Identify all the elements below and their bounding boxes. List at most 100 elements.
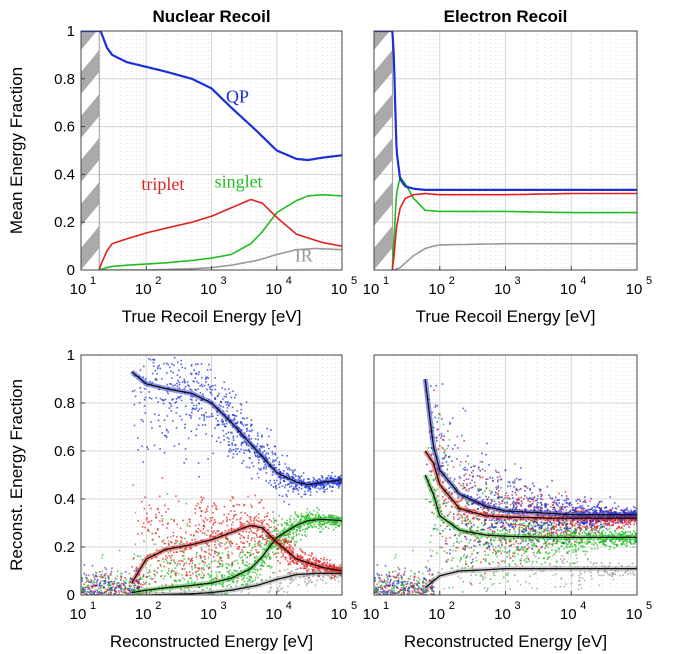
QP-line [81, 31, 342, 162]
low-energy-point [103, 592, 106, 594]
triplet-point [479, 506, 482, 509]
low-energy-point [118, 549, 121, 552]
low-energy-point [85, 593, 87, 595]
singlet-point [275, 547, 278, 550]
QP-point [152, 365, 155, 367]
triplet-point [141, 500, 143, 503]
singlet-point [298, 533, 300, 536]
triplet-point [553, 528, 555, 530]
singlet-point [316, 511, 319, 514]
triplet-point [283, 540, 285, 543]
QP-point [232, 448, 235, 451]
IR-point [181, 576, 184, 579]
IR-point [316, 579, 318, 582]
low-energy-point [110, 587, 112, 589]
QP-point [150, 421, 152, 423]
low-energy-point [129, 587, 132, 589]
QP-point [194, 363, 197, 366]
QP-point [219, 441, 222, 444]
triplet-point [181, 550, 184, 553]
singlet-point [523, 559, 525, 561]
triplet-point [221, 542, 223, 545]
singlet-point [478, 539, 480, 541]
singlet-point [218, 583, 220, 585]
triplet-point [597, 531, 600, 534]
IR-point [606, 570, 608, 573]
y-tick-label: 0 [67, 587, 75, 604]
grid [374, 355, 637, 595]
low-energy-point [82, 587, 85, 590]
triplet-point [315, 561, 317, 564]
QP-point [258, 459, 260, 461]
triplet-point [179, 536, 182, 538]
QP-point [236, 453, 238, 455]
singlet-point [188, 589, 190, 592]
triplet-point [247, 537, 249, 539]
triplet-point [301, 555, 304, 558]
QP-point [297, 493, 300, 495]
QP-point [252, 465, 255, 468]
low-energy-point [86, 586, 88, 589]
low-energy-point [103, 582, 105, 585]
singlet-point [529, 541, 532, 543]
singlet-point [313, 516, 315, 519]
singlet-point [319, 523, 321, 526]
singlet-point [494, 553, 497, 555]
triplet-point [254, 494, 257, 497]
singlet-point [183, 568, 186, 570]
triplet-point [235, 543, 238, 545]
singlet-point [563, 547, 566, 550]
singlet-point [485, 523, 487, 525]
QP-point [187, 384, 189, 386]
singlet-point [506, 532, 508, 535]
triplet-point [253, 537, 256, 540]
triplet-point [240, 541, 243, 543]
QP-point [225, 420, 227, 422]
IR-point [329, 576, 331, 579]
QP-point [317, 478, 320, 480]
singlet-point [247, 551, 249, 554]
y-tick-label: 1 [67, 347, 75, 364]
QP-point [256, 445, 258, 448]
triplet-point [168, 555, 171, 557]
IR-point [521, 564, 524, 567]
triplet-point [173, 551, 175, 554]
singlet-point [509, 538, 512, 541]
low-energy-point [110, 572, 112, 575]
singlet-point [460, 540, 463, 543]
low-energy-point [122, 591, 125, 594]
triplet-point [260, 519, 262, 522]
low-energy-point [91, 585, 94, 588]
singlet-point [439, 546, 441, 548]
QP-point [199, 391, 202, 394]
QP-point [229, 402, 232, 405]
QP-point [191, 411, 193, 414]
QP-point [191, 399, 193, 401]
QP-point [209, 392, 212, 394]
triplet-point [462, 547, 464, 550]
QP-point [337, 482, 339, 485]
QP-point [164, 398, 167, 401]
x-tick-label: 10 [70, 281, 87, 298]
triplet-point [183, 563, 186, 565]
triplet-point [578, 533, 581, 535]
singlet-point [257, 569, 259, 572]
QP-point [191, 407, 194, 410]
singlet-point [278, 515, 280, 517]
triplet-point [332, 565, 335, 568]
low-energy-point [106, 589, 108, 591]
triplet-point [204, 517, 207, 519]
QP-point [275, 487, 278, 490]
QP-point [177, 361, 179, 364]
low-energy-point [94, 585, 97, 588]
triplet-point [224, 547, 227, 550]
IR-point [196, 578, 199, 581]
singlet-point [219, 565, 221, 568]
triplet-point [258, 521, 260, 523]
IR-point [560, 577, 563, 580]
IR-point [552, 574, 555, 577]
QP-point [298, 486, 301, 489]
low-energy-point [133, 570, 136, 572]
singlet-point [552, 533, 555, 536]
triplet-point [312, 569, 314, 572]
